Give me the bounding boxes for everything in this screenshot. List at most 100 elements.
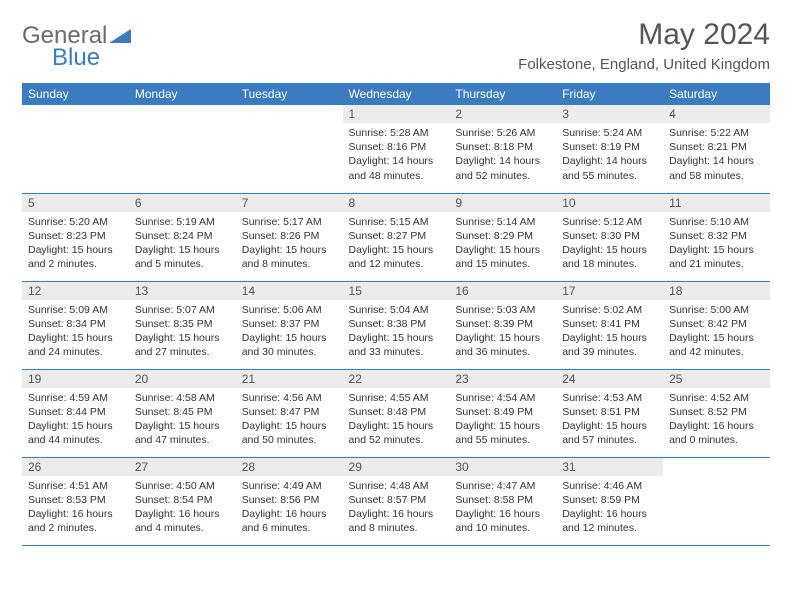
weekday-header: Tuesday [236,83,343,105]
day-data: Sunrise: 5:17 AMSunset: 8:26 PMDaylight:… [236,212,343,276]
day-number: 9 [449,194,556,212]
calendar-cell: 4Sunrise: 5:22 AMSunset: 8:21 PMDaylight… [663,105,770,193]
calendar-cell: 17Sunrise: 5:02 AMSunset: 8:41 PMDayligh… [556,281,663,369]
header: General Blue May 2024 Folkestone, Englan… [22,18,770,73]
calendar-cell: 28Sunrise: 4:49 AMSunset: 8:56 PMDayligh… [236,457,343,545]
day-number: 24 [556,370,663,388]
day-number: 20 [129,370,236,388]
day-data: Sunrise: 5:20 AMSunset: 8:23 PMDaylight:… [22,212,129,276]
logo: General Blue [22,22,131,72]
calendar-cell: 21Sunrise: 4:56 AMSunset: 8:47 PMDayligh… [236,369,343,457]
day-data: Sunrise: 4:51 AMSunset: 8:53 PMDaylight:… [22,476,129,540]
calendar-cell: 7Sunrise: 5:17 AMSunset: 8:26 PMDaylight… [236,193,343,281]
day-number: 1 [343,105,450,123]
day-number: 11 [663,194,770,212]
weekday-header: Sunday [22,83,129,105]
day-data: Sunrise: 5:10 AMSunset: 8:32 PMDaylight:… [663,212,770,276]
day-data: Sunrise: 4:55 AMSunset: 8:48 PMDaylight:… [343,388,450,452]
day-number: 15 [343,282,450,300]
title-block: May 2024 Folkestone, England, United Kin… [518,18,770,73]
calendar-row: 12Sunrise: 5:09 AMSunset: 8:34 PMDayligh… [22,281,770,369]
day-data: Sunrise: 5:02 AMSunset: 8:41 PMDaylight:… [556,300,663,364]
day-number: 10 [556,194,663,212]
day-data: Sunrise: 4:47 AMSunset: 8:58 PMDaylight:… [449,476,556,540]
day-number: 6 [129,194,236,212]
day-number: 5 [22,194,129,212]
calendar-cell: 20Sunrise: 4:58 AMSunset: 8:45 PMDayligh… [129,369,236,457]
calendar-cell-empty [129,105,236,193]
day-number: 2 [449,105,556,123]
day-data: Sunrise: 5:04 AMSunset: 8:38 PMDaylight:… [343,300,450,364]
day-number: 13 [129,282,236,300]
day-data: Sunrise: 4:53 AMSunset: 8:51 PMDaylight:… [556,388,663,452]
calendar-cell: 16Sunrise: 5:03 AMSunset: 8:39 PMDayligh… [449,281,556,369]
weekday-header-row: SundayMondayTuesdayWednesdayThursdayFrid… [22,83,770,105]
day-data: Sunrise: 4:54 AMSunset: 8:49 PMDaylight:… [449,388,556,452]
day-number: 12 [22,282,129,300]
calendar-cell: 19Sunrise: 4:59 AMSunset: 8:44 PMDayligh… [22,369,129,457]
calendar-cell: 14Sunrise: 5:06 AMSunset: 8:37 PMDayligh… [236,281,343,369]
day-data: Sunrise: 5:22 AMSunset: 8:21 PMDaylight:… [663,123,770,187]
day-number: 27 [129,458,236,476]
day-data: Sunrise: 5:07 AMSunset: 8:35 PMDaylight:… [129,300,236,364]
day-data: Sunrise: 5:24 AMSunset: 8:19 PMDaylight:… [556,123,663,187]
day-data: Sunrise: 5:15 AMSunset: 8:27 PMDaylight:… [343,212,450,276]
calendar-cell: 3Sunrise: 5:24 AMSunset: 8:19 PMDaylight… [556,105,663,193]
day-data: Sunrise: 4:46 AMSunset: 8:59 PMDaylight:… [556,476,663,540]
calendar-cell: 18Sunrise: 5:00 AMSunset: 8:42 PMDayligh… [663,281,770,369]
day-number: 23 [449,370,556,388]
day-number: 28 [236,458,343,476]
day-data: Sunrise: 4:58 AMSunset: 8:45 PMDaylight:… [129,388,236,452]
day-number: 7 [236,194,343,212]
location: Folkestone, England, United Kingdom [518,56,770,73]
calendar-cell: 10Sunrise: 5:12 AMSunset: 8:30 PMDayligh… [556,193,663,281]
calendar-cell: 1Sunrise: 5:28 AMSunset: 8:16 PMDaylight… [343,105,450,193]
calendar-row: 5Sunrise: 5:20 AMSunset: 8:23 PMDaylight… [22,193,770,281]
day-data: Sunrise: 4:49 AMSunset: 8:56 PMDaylight:… [236,476,343,540]
day-number: 25 [663,370,770,388]
day-number: 21 [236,370,343,388]
weekday-header: Friday [556,83,663,105]
calendar-cell: 31Sunrise: 4:46 AMSunset: 8:59 PMDayligh… [556,457,663,545]
day-number: 31 [556,458,663,476]
calendar-cell: 6Sunrise: 5:19 AMSunset: 8:24 PMDaylight… [129,193,236,281]
weekday-header: Wednesday [343,83,450,105]
day-data: Sunrise: 5:19 AMSunset: 8:24 PMDaylight:… [129,212,236,276]
day-data: Sunrise: 5:26 AMSunset: 8:18 PMDaylight:… [449,123,556,187]
calendar-cell: 15Sunrise: 5:04 AMSunset: 8:38 PMDayligh… [343,281,450,369]
calendar-cell: 30Sunrise: 4:47 AMSunset: 8:58 PMDayligh… [449,457,556,545]
calendar-cell: 12Sunrise: 5:09 AMSunset: 8:34 PMDayligh… [22,281,129,369]
day-number: 22 [343,370,450,388]
calendar-cell-empty [22,105,129,193]
calendar-cell: 9Sunrise: 5:14 AMSunset: 8:29 PMDaylight… [449,193,556,281]
day-data: Sunrise: 4:50 AMSunset: 8:54 PMDaylight:… [129,476,236,540]
day-data: Sunrise: 5:06 AMSunset: 8:37 PMDaylight:… [236,300,343,364]
calendar-cell: 5Sunrise: 5:20 AMSunset: 8:23 PMDaylight… [22,193,129,281]
calendar-cell: 23Sunrise: 4:54 AMSunset: 8:49 PMDayligh… [449,369,556,457]
day-number: 17 [556,282,663,300]
day-number: 19 [22,370,129,388]
day-number: 14 [236,282,343,300]
day-data: Sunrise: 5:12 AMSunset: 8:30 PMDaylight:… [556,212,663,276]
day-data: Sunrise: 5:09 AMSunset: 8:34 PMDaylight:… [22,300,129,364]
calendar-cell: 22Sunrise: 4:55 AMSunset: 8:48 PMDayligh… [343,369,450,457]
calendar-cell: 24Sunrise: 4:53 AMSunset: 8:51 PMDayligh… [556,369,663,457]
weekday-header: Thursday [449,83,556,105]
day-data: Sunrise: 5:03 AMSunset: 8:39 PMDaylight:… [449,300,556,364]
calendar-cell: 2Sunrise: 5:26 AMSunset: 8:18 PMDaylight… [449,105,556,193]
calendar-cell-empty [663,457,770,545]
calendar-cell: 27Sunrise: 4:50 AMSunset: 8:54 PMDayligh… [129,457,236,545]
day-number: 26 [22,458,129,476]
day-data: Sunrise: 4:52 AMSunset: 8:52 PMDaylight:… [663,388,770,452]
day-data: Sunrise: 5:00 AMSunset: 8:42 PMDaylight:… [663,300,770,364]
calendar-cell-empty [236,105,343,193]
calendar-cell: 11Sunrise: 5:10 AMSunset: 8:32 PMDayligh… [663,193,770,281]
day-data: Sunrise: 4:48 AMSunset: 8:57 PMDaylight:… [343,476,450,540]
calendar-row: 1Sunrise: 5:28 AMSunset: 8:16 PMDaylight… [22,105,770,193]
calendar-row: 26Sunrise: 4:51 AMSunset: 8:53 PMDayligh… [22,457,770,545]
weekday-header: Monday [129,83,236,105]
calendar-cell: 26Sunrise: 4:51 AMSunset: 8:53 PMDayligh… [22,457,129,545]
logo-text-2: Blue [52,44,100,72]
day-number: 8 [343,194,450,212]
calendar-row: 19Sunrise: 4:59 AMSunset: 8:44 PMDayligh… [22,369,770,457]
